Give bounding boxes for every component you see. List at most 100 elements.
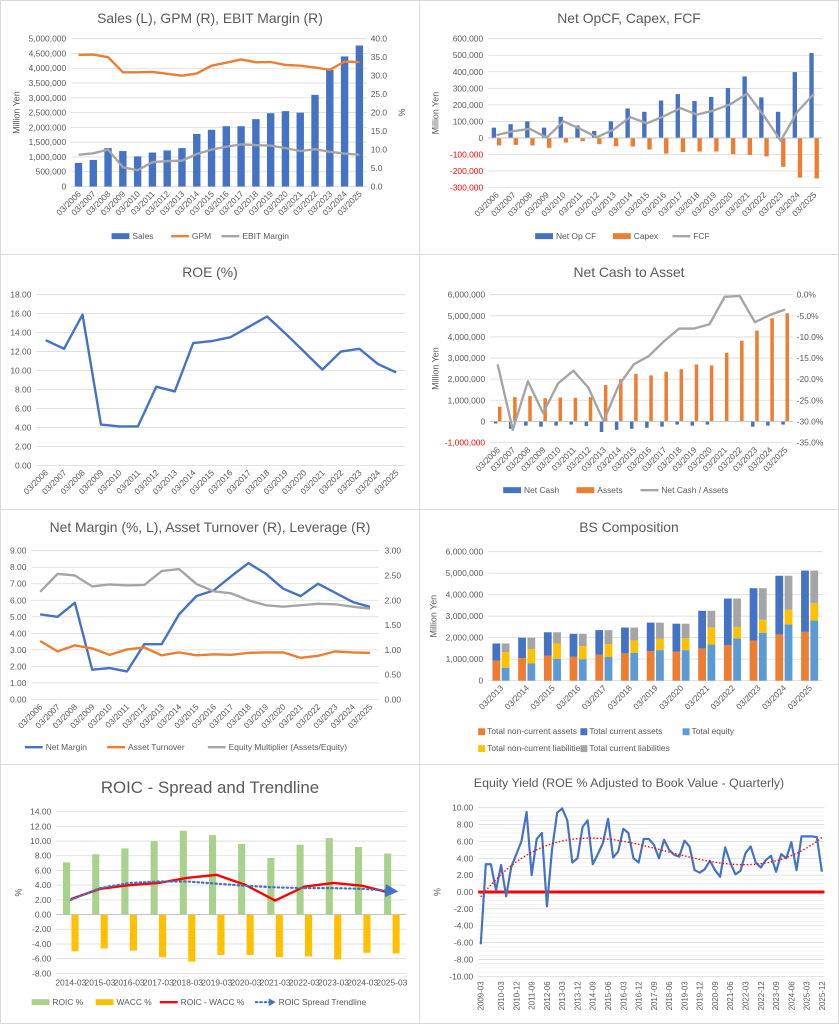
bar-capex: [714, 137, 719, 152]
bar-net-cash: [781, 421, 785, 425]
y-left-tick-label: 0.00: [15, 460, 32, 470]
bar-assets: [634, 373, 638, 422]
y-left-tick-label: 10.00: [30, 836, 51, 846]
bar-roic-: [179, 830, 187, 915]
bar-net-op-cf: [742, 76, 747, 138]
bar-roic-: [92, 854, 100, 915]
legend-swatch: [580, 745, 588, 753]
y-right-tick-label: 10.0: [371, 145, 388, 155]
chart-svg: Equity Yield (ROE % Adjusted to Book Val…: [432, 776, 826, 1011]
x-tick-label: 2019-12: [696, 981, 705, 1010]
bar-capex: [530, 137, 535, 146]
bar-total-current-liabilities: [501, 643, 510, 653]
x-tick-label: 2018-06: [665, 981, 674, 1011]
y-left-tick-label: -200,000: [450, 166, 484, 176]
bar-total-non-current-liabilities: [656, 638, 664, 651]
chart-svg: Net OpCF, Capex, FCF -300,000 -200,000 -100…: [431, 10, 823, 241]
bar-sales: [133, 156, 142, 187]
y-left-tick-label: 6,000,000: [446, 547, 484, 557]
chart-title: ROE (%): [182, 264, 238, 280]
bar-net-op-cf: [792, 72, 797, 138]
y-left-tick-label: 4.00: [15, 422, 32, 432]
y-left-tick-label: 10.00: [10, 366, 31, 376]
legend-swatch: [95, 999, 114, 1006]
bar-total-equity: [578, 659, 587, 681]
bar-net-op-cf: [541, 127, 547, 138]
bar-net-op-cf: [775, 111, 781, 138]
y-left-tick-label: 1,000,000: [448, 395, 486, 405]
x-tick-label: 03/2016: [554, 683, 583, 712]
y-left-tick-label: 200,000: [453, 100, 484, 110]
legend-label: Equity Multiplier (Assets/Equity): [229, 742, 348, 752]
bar-total-non-current-liabilities: [553, 643, 561, 659]
y-left-tick-label: 1,500,000: [29, 137, 67, 147]
legend-label: Net Cash / Assets: [661, 485, 728, 495]
legend-swatch: [535, 233, 554, 240]
bar-total-non-current-assets: [621, 653, 629, 681]
bar-total-current-liabilities: [810, 570, 819, 604]
bar-net-cash: [766, 421, 770, 426]
bar-assets: [664, 371, 668, 422]
bar-total-current-assets: [621, 627, 629, 654]
legend-label: Total non-current liabilities: [487, 743, 584, 753]
bar-total-current-assets: [543, 632, 552, 656]
bar-wacc-: [246, 914, 254, 956]
x-tick-label: 03/2025: [785, 683, 814, 712]
bar-total-current-assets: [775, 575, 784, 635]
bar-total-equity: [527, 663, 536, 681]
y-left-tick-label: -100,000: [450, 149, 484, 159]
chart-title: Sales (L), GPM (R), EBIT Margin (R): [97, 10, 323, 26]
bar-assets: [588, 397, 593, 422]
bar-total-current-liabilities: [630, 627, 639, 641]
bar-sales: [252, 119, 260, 187]
chart-svg: Sales (L), GPM (R), EBIT Margin (R) 0 500,…: [12, 10, 407, 241]
y-left-tick-label: 7.00: [10, 579, 27, 589]
y-right-tick-label: 0.50: [385, 670, 402, 680]
y-left-tick-label: 14.00: [10, 328, 31, 338]
y-left-tick-label: 1,000,000: [29, 152, 67, 162]
bar-sales: [193, 133, 201, 187]
y-left-tick-label: 2.00: [457, 870, 474, 880]
bar-total-current-assets: [698, 610, 706, 649]
line-equity-multiplier-assets-equity-: [39, 567, 371, 610]
x-tick-label: 03/2019: [631, 683, 660, 712]
x-tick-label: 2019-03: [201, 977, 232, 987]
bar-total-non-current-assets: [543, 655, 552, 681]
x-tick-label: 2023-09: [772, 981, 781, 1011]
bar-net-cash: [569, 421, 573, 425]
bar-roic-: [384, 853, 392, 915]
bar-total-current-liabilities: [681, 623, 690, 639]
bar-capex: [630, 137, 635, 147]
legend-swatch: [111, 233, 130, 240]
bar-capex: [513, 137, 518, 145]
line-asset-turnover: [39, 639, 371, 660]
bar-total-non-current-assets: [518, 658, 526, 681]
y-left-tick-label: -6.00: [454, 938, 474, 948]
y-right-tick-label: 1.50: [385, 620, 402, 630]
legend-label: Total current assets: [589, 726, 662, 736]
y-left-tick-label: -300,000: [450, 183, 484, 193]
y-right-tick-label: 15.0: [371, 126, 388, 136]
bar-net-op-cf: [725, 87, 731, 138]
bar-total-equity: [630, 652, 639, 681]
bar-wacc-: [363, 914, 371, 953]
x-tick-label: 2013-12: [573, 981, 582, 1010]
bar-total-current-liabilities: [656, 622, 664, 639]
bar-roic-: [238, 843, 246, 915]
bar-capex: [647, 137, 652, 150]
bar-total-non-current-assets: [698, 648, 706, 681]
x-tick-label: 2021-06: [726, 981, 735, 1011]
legend-swatch: [576, 487, 595, 494]
bar-sales: [266, 113, 275, 187]
y-left-tick-label: -10.00: [449, 971, 473, 981]
chart-title: ROIC - Spread and Trendline: [101, 778, 319, 797]
y-left-tick-label: 300,000: [453, 83, 484, 93]
bar-net-cash: [493, 421, 498, 424]
legend-label: GPM: [192, 231, 211, 241]
y-left-tick-label: -2.00: [454, 904, 474, 914]
bar-wacc-: [188, 914, 196, 962]
y-left-tick-label: 400,000: [453, 67, 484, 77]
x-tick-label: 2017-09: [650, 981, 659, 1011]
bar-total-current-assets: [749, 588, 758, 641]
bar-total-current-liabilities: [733, 598, 741, 627]
